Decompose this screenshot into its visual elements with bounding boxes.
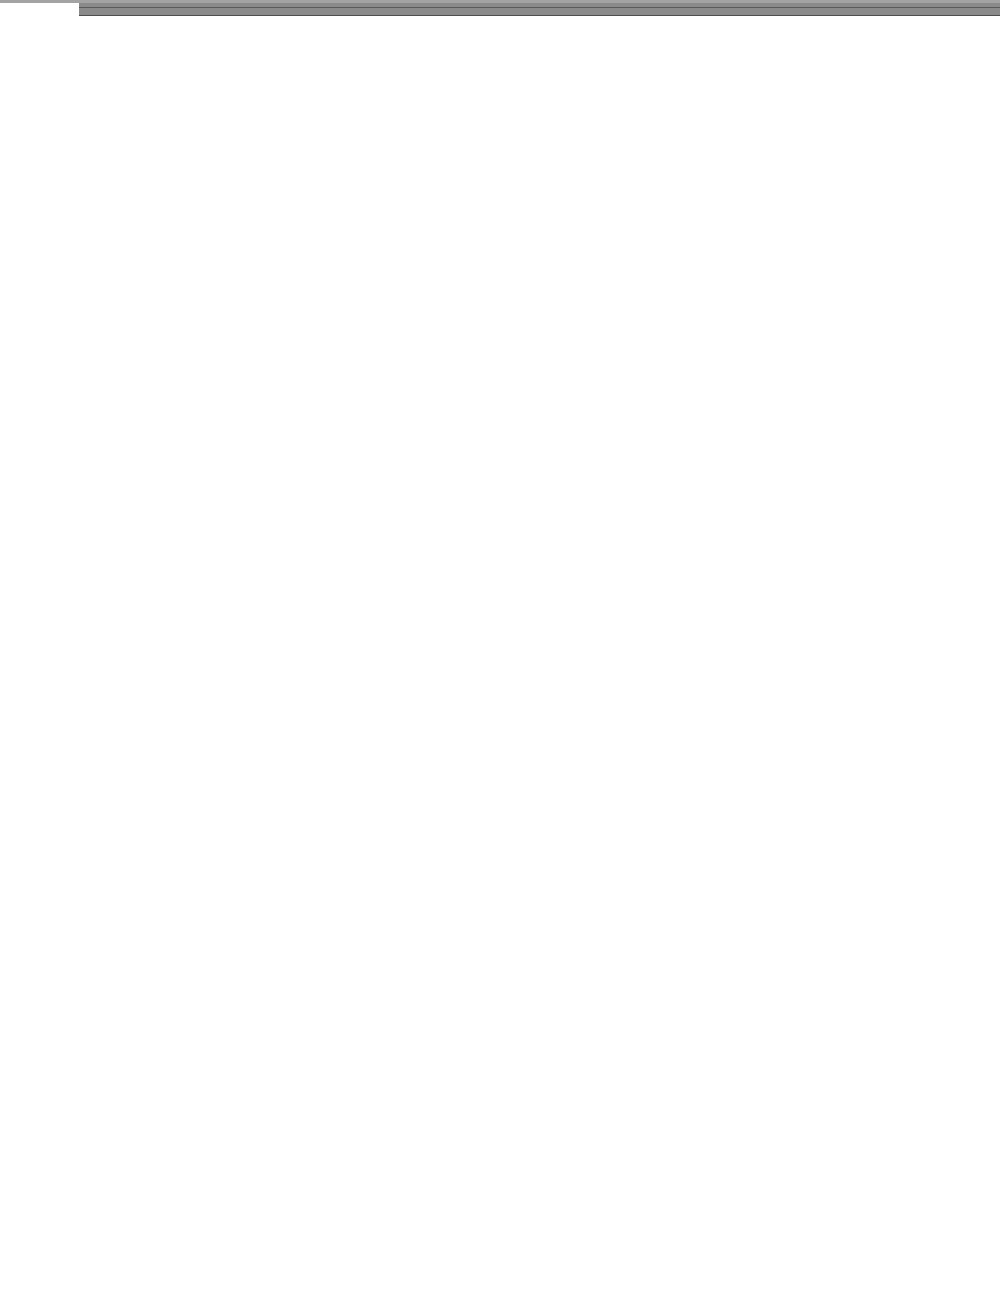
scrollbar-groove-b — [79, 7, 1000, 8]
panel-bottom-edge-b — [0, 0, 1000, 3]
timestamp-b — [2, 0, 75, 5]
